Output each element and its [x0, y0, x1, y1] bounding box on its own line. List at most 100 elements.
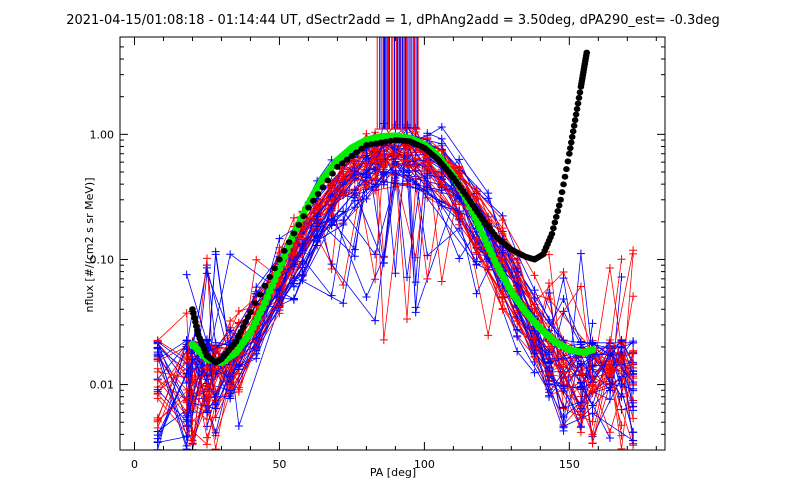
black-fit-point [574, 100, 582, 107]
black-fit-point [550, 225, 557, 232]
trace-marker [484, 194, 493, 203]
trace-marker [182, 270, 191, 279]
trace-marker [423, 169, 432, 178]
black-fit-point [280, 247, 288, 254]
trace-marker [391, 179, 400, 188]
trace-marker [559, 274, 568, 283]
trace-marker [379, 168, 388, 177]
trace-marker [498, 216, 507, 225]
trace-line [157, 171, 634, 423]
trace-marker [391, 269, 400, 278]
trace-marker [484, 331, 493, 340]
trace-marker [605, 343, 614, 352]
trace-marker [350, 196, 359, 205]
trace-marker [188, 416, 197, 425]
trace-marker [379, 157, 388, 166]
trace-line [157, 165, 634, 443]
trace-marker [350, 166, 359, 175]
black-fit-point [353, 149, 361, 156]
trace-marker [498, 248, 507, 257]
trace-marker [327, 214, 336, 223]
trace-marker [339, 299, 348, 308]
trace-marker [275, 285, 284, 294]
black-fit-point [569, 128, 577, 135]
trace-line [157, 150, 634, 419]
trace-marker [629, 367, 638, 376]
trace-marker [362, 129, 371, 138]
trace-marker [313, 212, 322, 221]
trace-marker [188, 436, 197, 445]
trace-marker [371, 154, 380, 163]
trace-marker [629, 436, 638, 445]
trace-marker [339, 215, 348, 224]
trace-marker [617, 444, 626, 450]
trace-marker [234, 306, 243, 315]
trace-marker [371, 250, 380, 259]
trace-marker [350, 174, 359, 183]
data-layer [153, 37, 638, 450]
trace-marker [576, 282, 585, 291]
x-tick-label: 0 [131, 458, 138, 471]
black-fit-point [290, 230, 298, 237]
trace-marker [588, 381, 597, 390]
trace-marker [226, 250, 235, 259]
trace-marker [202, 363, 211, 372]
trace-marker [298, 263, 307, 272]
trace-marker [605, 366, 614, 375]
trace-marker [298, 246, 307, 255]
black-fit-point [555, 202, 563, 209]
trace-marker [252, 255, 261, 264]
black-fit-point [570, 122, 578, 129]
trace-marker [339, 190, 348, 199]
black-fit-point [295, 221, 303, 228]
trace-marker [437, 146, 446, 155]
trace-marker [182, 352, 191, 361]
trace-marker [202, 395, 211, 404]
trace-marker [576, 360, 585, 369]
trace-marker [226, 394, 235, 403]
green-fit-point [268, 281, 277, 290]
trace-marker [202, 336, 211, 345]
black-fit-point [235, 333, 242, 340]
trace-marker [498, 305, 507, 314]
x-axis-label: PA [deg] [370, 466, 416, 479]
trace-marker [472, 257, 481, 266]
trace-marker [530, 271, 539, 280]
black-fit-point [239, 323, 247, 330]
trace-marker [617, 335, 626, 344]
trace-marker [588, 439, 597, 448]
trace-marker [202, 269, 211, 278]
trace-marker [423, 251, 432, 260]
green-fit-point [275, 264, 284, 272]
trace-line [157, 156, 622, 421]
trace-marker [327, 196, 336, 205]
trace-marker [234, 383, 243, 392]
black-fit-point [563, 166, 570, 173]
trace-marker [402, 315, 411, 324]
black-fit-point [575, 94, 583, 101]
trace-marker [629, 360, 638, 369]
trace-marker [202, 415, 211, 424]
trace-marker [576, 422, 585, 431]
y-axis-label: nflux [#/(cm2 s sr MeV)] [83, 178, 96, 313]
trace-marker [559, 413, 568, 422]
trace-marker [530, 349, 539, 358]
trace-line [192, 162, 634, 433]
trace-marker [437, 139, 446, 148]
green-fit-point [273, 270, 281, 278]
trace-marker [530, 304, 539, 313]
trace-marker [153, 385, 162, 394]
trace-marker [327, 260, 336, 269]
trace-marker [211, 400, 220, 409]
trace-marker [211, 413, 220, 422]
chart-title: 2021-04-15/01:08:18 - 01:14:44 UT, dSect… [66, 13, 720, 28]
black-fit-point [338, 160, 346, 167]
black-fit-point [571, 117, 579, 124]
trace-marker [362, 292, 371, 301]
trace-marker [289, 213, 298, 222]
black-fit-point [300, 213, 307, 220]
trace-marker [211, 364, 220, 373]
plot-area [153, 37, 638, 450]
black-fit-point [551, 219, 559, 226]
